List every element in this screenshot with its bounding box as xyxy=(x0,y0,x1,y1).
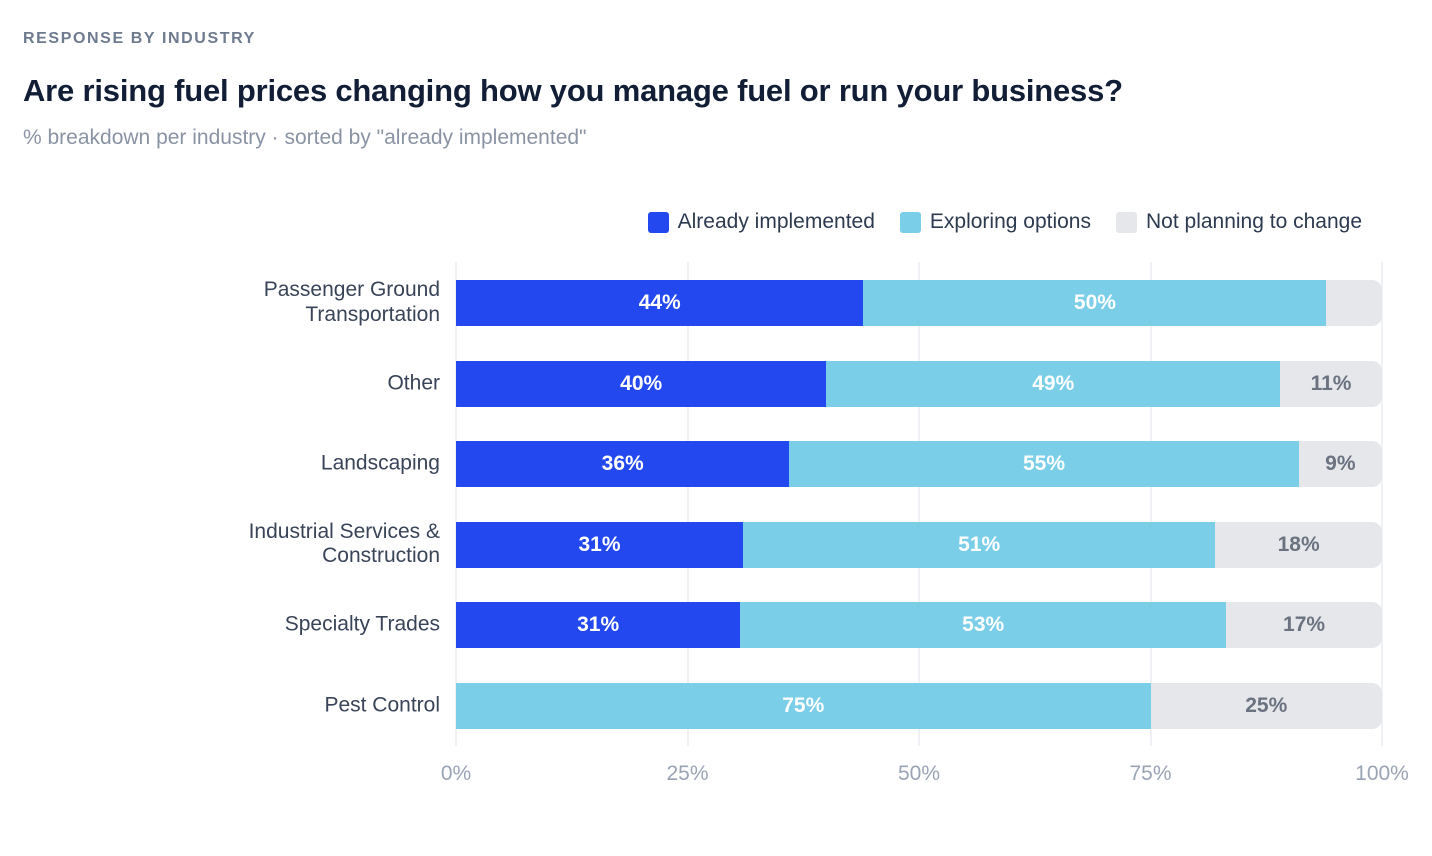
x-axis-tick-label: 75% xyxy=(1129,761,1172,785)
category-label: Specialty Trades xyxy=(284,612,440,636)
segment-value-label: 40% xyxy=(620,371,663,395)
grid-line xyxy=(1381,262,1383,746)
grid-line xyxy=(686,262,689,746)
legend-label: Exploring options xyxy=(929,210,1091,233)
segment-value-label: 31% xyxy=(578,532,621,556)
bar-track: 40% 49% 11% xyxy=(456,360,1382,407)
bar-segment-not-planning[interactable]: 18% xyxy=(1215,521,1382,568)
segment-value-label: 49% xyxy=(1032,371,1075,395)
bar-track: 31% 53% 17% xyxy=(456,602,1382,648)
legend-label: Already implemented xyxy=(677,210,875,233)
bar-row-industrial-services-construction: Industrial Services & Construction 31% 5… xyxy=(249,520,1382,603)
legend-item-exploring-options[interactable]: Exploring options xyxy=(899,210,1091,234)
bar-segment-exploring-options[interactable]: 55% xyxy=(789,441,1299,487)
category-label: Pest Control xyxy=(324,693,440,717)
bar-segment-exploring-options[interactable]: 50% xyxy=(863,280,1327,326)
chart-plot-area: 0% 25% 50% 75% 100% Passenger Ground Tra… xyxy=(249,262,1409,785)
bar-segment-not-planning[interactable]: 11% xyxy=(1280,360,1382,407)
category-label: Other xyxy=(387,371,440,395)
bar-segment-already-implemented[interactable]: 40% xyxy=(456,360,827,407)
bar-track: 31% 51% 18% xyxy=(456,521,1382,568)
legend-swatch-not-planning xyxy=(1116,211,1137,233)
bar-rows: Passenger Ground Transportation 44% 50% … xyxy=(249,278,1382,729)
segment-value-label: 25% xyxy=(1245,693,1288,717)
bar-segment-exploring-options[interactable]: 75% xyxy=(456,682,1151,729)
grid-line xyxy=(455,262,457,746)
category-label: Industrial Services & Construction xyxy=(248,519,440,568)
segment-value-label: 51% xyxy=(958,532,1001,556)
category-label: Landscaping xyxy=(320,451,440,475)
bar-segment-already-implemented[interactable]: 36% xyxy=(456,441,790,487)
x-axis-tick-label: 100% xyxy=(1355,761,1409,785)
bar-row-passenger-ground-transportation: Passenger Ground Transportation 44% 50% xyxy=(264,278,1382,361)
grid-line xyxy=(918,262,920,746)
segment-value-label: 31% xyxy=(577,613,620,636)
segment-value-label: 50% xyxy=(1073,291,1116,314)
x-axis-tick-label: 50% xyxy=(897,761,941,785)
bar-segment-not-planning[interactable] xyxy=(1326,280,1382,326)
legend-label: Not planning to change xyxy=(1146,210,1362,233)
page-subtitle: % breakdown per industry · sorted by "al… xyxy=(23,126,587,149)
segment-value-label: 55% xyxy=(1022,452,1066,475)
x-axis-tick-label: 25% xyxy=(666,761,709,785)
segment-value-label: 53% xyxy=(962,613,1005,636)
segment-value-label: 17% xyxy=(1283,613,1326,636)
bar-row-specialty-trades: Specialty Trades 31% 53% 17% xyxy=(285,602,1382,683)
gridlines: 0% 25% 50% 75% 100% xyxy=(441,262,1409,785)
bar-segment-exploring-options[interactable]: 51% xyxy=(743,521,1216,568)
chart-header: RESPONSE BY INDUSTRY Are rising fuel pri… xyxy=(0,0,1432,150)
segment-value-label: 44% xyxy=(638,291,681,314)
x-axis-tick-label: 0% xyxy=(440,761,472,785)
category-label: Passenger Ground Transportation xyxy=(263,278,440,326)
bar-segment-already-implemented[interactable]: 44% xyxy=(456,280,864,326)
bar-segment-not-planning[interactable]: 9% xyxy=(1298,441,1382,487)
legend-item-already-implemented[interactable]: Already implemented xyxy=(647,210,875,234)
legend-swatch-exploring-options xyxy=(899,211,921,233)
segment-value-label: 36% xyxy=(601,452,644,475)
bar-track: 75% 25% xyxy=(456,682,1382,729)
bar-segment-exploring-options[interactable]: 49% xyxy=(826,360,1281,407)
segment-value-label: 9% xyxy=(1325,452,1356,475)
bar-segment-exploring-options[interactable]: 53% xyxy=(740,602,1227,648)
bar-track: 36% 55% 9% xyxy=(456,441,1382,487)
segment-value-label: 11% xyxy=(1310,371,1352,395)
chart-legend: Already implemented Exploring options No… xyxy=(0,210,1432,234)
bar-segment-not-planning[interactable]: 17% xyxy=(1226,602,1382,648)
legend-swatch-already-implemented xyxy=(647,211,669,233)
eyebrow-label: RESPONSE BY INDUSTRY xyxy=(23,30,256,47)
bar-segment-not-planning[interactable]: 25% xyxy=(1150,682,1382,729)
page-title: Are rising fuel prices changing how you … xyxy=(23,73,1123,108)
bar-row-other: Other 40% 49% 11% xyxy=(387,360,1382,442)
bar-row-pest-control: Pest Control 75% 25% xyxy=(324,682,1382,729)
legend-item-not-planning[interactable]: Not planning to change xyxy=(1116,210,1362,234)
bar-segment-already-implemented[interactable]: 31% xyxy=(456,602,741,648)
segment-value-label: 75% xyxy=(782,693,825,717)
bar-track: 44% 50% xyxy=(456,280,1382,326)
grid-line xyxy=(1149,262,1152,746)
bar-segment-already-implemented[interactable]: 31% xyxy=(456,521,744,568)
segment-value-label: 18% xyxy=(1277,532,1320,556)
bar-row-landscaping: Landscaping 36% 55% 9% xyxy=(321,441,1382,522)
